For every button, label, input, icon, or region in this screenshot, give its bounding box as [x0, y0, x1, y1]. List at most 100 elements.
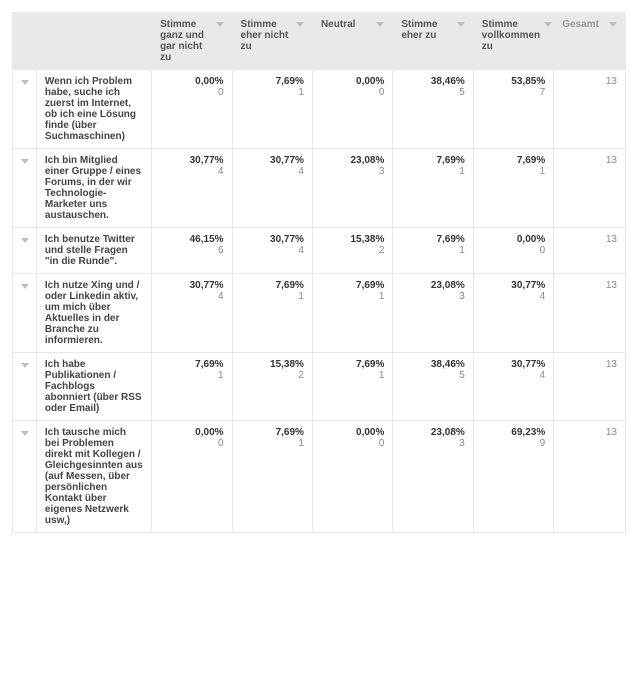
cell-total: 13	[554, 149, 626, 228]
cell-value: 30,77%4	[473, 353, 553, 421]
cell-value: 23,08%3	[393, 274, 473, 353]
col-header-4[interactable]: Stimme vollkommen zu	[473, 13, 553, 70]
cell-value: 30,77%4	[232, 228, 312, 274]
row-expand[interactable]	[13, 149, 37, 228]
cell-value: 30,77%4	[473, 274, 553, 353]
col-header-label: Neutral	[321, 19, 372, 30]
cell-value: 0,00%0	[152, 421, 232, 533]
cell-value: 30,77%4	[152, 149, 232, 228]
cell-percent: 7,69%	[482, 155, 545, 166]
cell-value: 23,08%3	[312, 149, 392, 228]
cell-value: 23,08%3	[393, 421, 473, 533]
cell-percent: 30,77%	[482, 359, 545, 370]
chevron-down-icon	[21, 431, 29, 436]
row-label: Ich tausche mich bei Problemen direkt mi…	[36, 421, 151, 533]
row-expand[interactable]	[13, 274, 37, 353]
cell-percent: 7,69%	[241, 427, 304, 438]
likert-table: Stimme ganz und gar nicht zu Stimme eher…	[12, 12, 626, 533]
cell-percent: 0,00%	[482, 234, 545, 245]
col-header-label: Stimme eher zu	[401, 19, 452, 41]
col-header-1[interactable]: Stimme eher nicht zu	[232, 13, 312, 70]
cell-percent: 15,38%	[321, 234, 384, 245]
cell-percent: 69,23%	[482, 427, 545, 438]
cell-value: 7,69%1	[393, 228, 473, 274]
cell-value: 30,77%4	[152, 274, 232, 353]
cell-count: 1	[241, 438, 304, 449]
row-expand[interactable]	[13, 353, 37, 421]
cell-value: 7,69%1	[312, 274, 392, 353]
col-header-3[interactable]: Stimme eher zu	[393, 13, 473, 70]
row-label: Ich benutze Twitter und stelle Fragen "i…	[36, 228, 151, 274]
cell-count: 2	[241, 370, 304, 381]
cell-count: 1	[321, 291, 384, 302]
cell-count: 1	[401, 245, 464, 256]
cell-count: 3	[401, 438, 464, 449]
cell-count: 0	[160, 87, 223, 98]
chevron-down-icon	[216, 22, 224, 27]
cell-value: 46,15%6	[152, 228, 232, 274]
cell-percent: 30,77%	[482, 280, 545, 291]
col-header-total[interactable]: Gesamt	[554, 13, 626, 70]
col-header-0[interactable]: Stimme ganz und gar nicht zu	[152, 13, 232, 70]
cell-percent: 0,00%	[321, 76, 384, 87]
table-row: Ich benutze Twitter und stelle Fragen "i…	[13, 228, 626, 274]
cell-count: 0	[482, 245, 545, 256]
cell-value: 53,85%7	[473, 70, 553, 149]
chevron-down-icon	[376, 22, 384, 27]
cell-count: 4	[160, 291, 223, 302]
col-header-label: Stimme vollkommen zu	[482, 19, 540, 52]
cell-count: 1	[401, 166, 464, 177]
row-expand[interactable]	[13, 70, 37, 149]
cell-percent: 38,46%	[401, 359, 464, 370]
cell-count: 3	[401, 291, 464, 302]
cell-value: 7,69%1	[393, 149, 473, 228]
table-row: Wenn ich Problem habe, suche ich zuerst …	[13, 70, 626, 149]
cell-count: 1	[241, 87, 304, 98]
cell-total: 13	[554, 228, 626, 274]
cell-percent: 30,77%	[241, 234, 304, 245]
cell-value: 38,46%5	[393, 70, 473, 149]
cell-total: 13	[554, 274, 626, 353]
cell-percent: 7,69%	[321, 280, 384, 291]
cell-count: 1	[160, 370, 223, 381]
cell-count: 9	[482, 438, 545, 449]
cell-count: 0	[321, 87, 384, 98]
cell-count: 5	[401, 87, 464, 98]
chevron-down-icon	[21, 80, 29, 85]
cell-percent: 0,00%	[160, 427, 223, 438]
cell-count: 0	[321, 438, 384, 449]
chevron-down-icon	[457, 22, 465, 27]
cell-value: 7,69%1	[473, 149, 553, 228]
col-header-2[interactable]: Neutral	[312, 13, 392, 70]
cell-value: 7,69%1	[152, 353, 232, 421]
header-spacer-label	[36, 13, 151, 70]
cell-count: 2	[321, 245, 384, 256]
cell-value: 15,38%2	[312, 228, 392, 274]
cell-count: 1	[482, 166, 545, 177]
cell-count: 0	[160, 438, 223, 449]
row-label: Ich habe Publikationen / Fachblogs abonn…	[36, 353, 151, 421]
table-row: Ich bin Mitglied einer Gruppe / eines Fo…	[13, 149, 626, 228]
cell-value: 7,69%1	[232, 70, 312, 149]
chevron-down-icon	[21, 238, 29, 243]
cell-percent: 30,77%	[241, 155, 304, 166]
row-expand[interactable]	[13, 421, 37, 533]
cell-value: 69,23%9	[473, 421, 553, 533]
row-label: Ich nutze Xing und / oder Linkedin aktiv…	[36, 274, 151, 353]
cell-count: 3	[321, 166, 384, 177]
row-expand[interactable]	[13, 228, 37, 274]
cell-count: 4	[241, 245, 304, 256]
chevron-down-icon	[21, 284, 29, 289]
cell-value: 7,69%1	[312, 353, 392, 421]
cell-percent: 23,08%	[401, 280, 464, 291]
cell-percent: 15,38%	[241, 359, 304, 370]
cell-percent: 7,69%	[401, 155, 464, 166]
header-row: Stimme ganz und gar nicht zu Stimme eher…	[13, 13, 626, 70]
cell-percent: 0,00%	[321, 427, 384, 438]
cell-count: 6	[160, 245, 223, 256]
col-header-label: Stimme eher nicht zu	[241, 19, 292, 52]
row-label: Ich bin Mitglied einer Gruppe / eines Fo…	[36, 149, 151, 228]
cell-count: 4	[482, 291, 545, 302]
chevron-down-icon	[609, 22, 617, 27]
cell-percent: 46,15%	[160, 234, 223, 245]
